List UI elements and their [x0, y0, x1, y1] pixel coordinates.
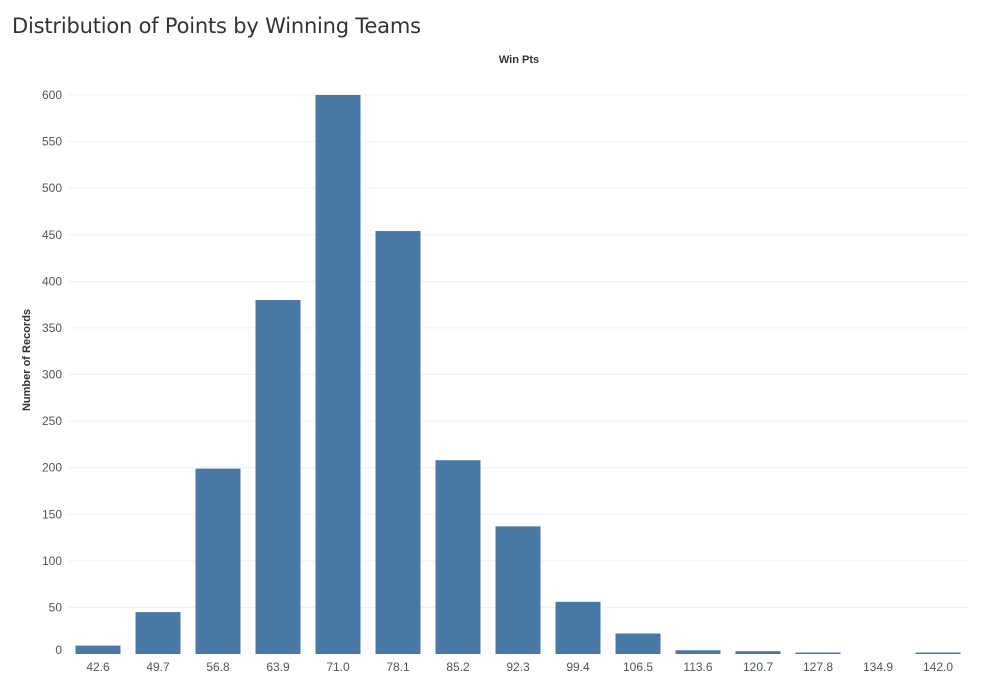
- bar[interactable]: [195, 468, 241, 654]
- x-tick-label: 99.4: [566, 660, 590, 674]
- bar[interactable]: [735, 651, 781, 654]
- y-tick-label: 550: [42, 135, 62, 149]
- y-tick-label: 350: [42, 321, 62, 335]
- y-tick-label: 150: [42, 507, 62, 521]
- bar[interactable]: [795, 652, 841, 655]
- bar[interactable]: [315, 95, 361, 654]
- x-tick-label: 113.6: [683, 660, 712, 674]
- bar[interactable]: [555, 601, 601, 654]
- x-tick-label: 63.9: [266, 660, 290, 674]
- x-tick-label: 106.5: [623, 660, 653, 674]
- bars: [75, 95, 961, 655]
- x-axis-ticks: 42.6 49.7 56.8 63.9 71.0 78.1 85.2 92.3 99.4 106.…: [86, 660, 953, 674]
- x-tick-label: 127.8: [803, 660, 833, 674]
- x-tick-label: 78.1: [386, 660, 410, 674]
- y-tick-label: 300: [42, 368, 62, 382]
- y-tick-label: 0: [55, 643, 62, 657]
- x-tick-label: 42.6: [86, 660, 110, 674]
- bar[interactable]: [255, 299, 301, 654]
- bar[interactable]: [675, 650, 721, 654]
- bar[interactable]: [495, 526, 541, 654]
- y-tick-label: 50: [49, 600, 63, 614]
- x-axis-title: Win Pts: [499, 54, 539, 66]
- y-tick-label: 500: [42, 181, 62, 195]
- y-tick-label: 400: [42, 274, 62, 288]
- x-tick-label: 120.7: [743, 660, 773, 674]
- bar[interactable]: [135, 612, 181, 654]
- x-tick-label: 92.3: [506, 660, 530, 674]
- x-tick-label: 85.2: [446, 660, 470, 674]
- x-tick-label: 142.0: [923, 660, 953, 674]
- x-tick-label: 134.9: [863, 660, 893, 674]
- y-tick-label: 600: [42, 88, 62, 102]
- x-tick-label: 56.8: [206, 660, 230, 674]
- bar[interactable]: [375, 231, 421, 655]
- bar[interactable]: [75, 645, 121, 654]
- bar[interactable]: [615, 633, 661, 654]
- y-tick-label: 200: [42, 461, 62, 475]
- x-tick-label: 49.7: [146, 660, 170, 674]
- x-tick-label: 71.0: [326, 660, 350, 674]
- bar[interactable]: [435, 460, 481, 654]
- y-tick-label: 250: [42, 414, 62, 428]
- chart-title: Distribution of Points by Winning Teams: [12, 14, 421, 38]
- y-tick-label: 100: [42, 554, 62, 568]
- y-axis-title: Number of Records: [21, 309, 33, 411]
- y-tick-label: 450: [42, 228, 62, 242]
- bar[interactable]: [915, 652, 961, 655]
- y-axis-ticks: 0 50 100 150 200 250 300 350 400 450 500 550 600: [42, 88, 62, 657]
